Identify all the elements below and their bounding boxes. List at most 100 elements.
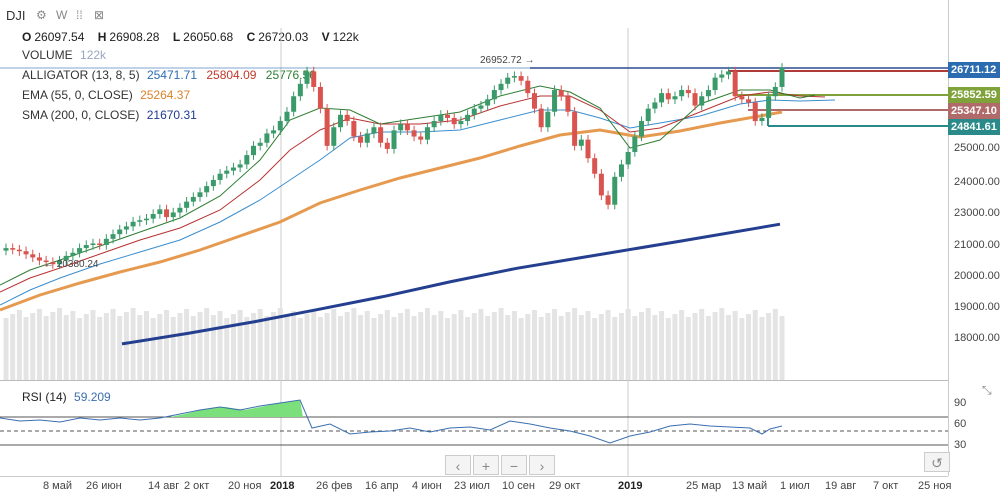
candle-body <box>291 96 297 112</box>
volume-bar <box>705 316 711 380</box>
interval-button[interactable]: W <box>56 8 68 22</box>
volume-bar <box>3 318 9 380</box>
ema-value: 25264.37 <box>140 88 191 102</box>
legend-alligator[interactable]: ALLIGATOR (13, 8, 5) 25471.71 25804.09 2… <box>22 68 316 82</box>
y-tick-label: 18000.00 <box>954 332 1000 344</box>
volume-bar <box>291 311 297 380</box>
candle-body <box>210 179 216 187</box>
rsi-line <box>0 399 783 444</box>
volume-bar <box>36 309 42 380</box>
scroll-right-button[interactable]: › <box>529 455 555 475</box>
volume-bar <box>746 314 752 380</box>
alligator-teeth-value: 25804.09 <box>206 68 257 82</box>
candle-body <box>525 80 531 94</box>
compare-icon[interactable]: ⊠ <box>94 8 105 22</box>
volume-bar <box>391 317 397 380</box>
candle-body <box>16 249 22 252</box>
candle-body <box>297 83 303 97</box>
candle-body <box>672 96 678 100</box>
volume-bar <box>478 309 484 380</box>
zoom-out-button[interactable]: − <box>501 455 527 475</box>
candle-body <box>632 136 638 153</box>
candle-body <box>585 139 591 159</box>
y-tick-label: 24000.00 <box>954 176 1000 188</box>
volume-bar <box>50 312 56 380</box>
legend-sma[interactable]: SMA (200, 0, CLOSE) 21670.31 <box>22 108 197 122</box>
volume-bar <box>679 310 685 380</box>
y-tick-label: 23000.00 <box>954 207 1000 219</box>
candle-body <box>63 255 69 261</box>
volume-bar <box>184 309 190 380</box>
y-tick-label: 25000.00 <box>954 142 1000 154</box>
legend-volume[interactable]: VOLUME 122k <box>22 48 106 62</box>
volume-bar <box>712 312 718 380</box>
volume-bar <box>732 311 738 380</box>
ema-line <box>0 110 783 312</box>
x-tick-label: 2018 <box>270 480 295 492</box>
volume-bar <box>625 309 631 380</box>
volume-bar <box>210 315 216 380</box>
zoom-in-button[interactable]: + <box>473 455 499 475</box>
volume-bar <box>552 309 558 380</box>
scroll-left-button[interactable]: ‹ <box>445 455 471 475</box>
volume-bar <box>237 310 243 380</box>
candle-body <box>244 155 250 165</box>
x-tick-label: 25 мар <box>686 480 722 492</box>
x-tick-label: 26 фев <box>316 480 353 492</box>
candle-body <box>558 90 564 97</box>
rsi-tick-label: 90 <box>954 397 967 409</box>
candle-body <box>257 142 263 146</box>
candle-body <box>712 77 718 91</box>
candle-body <box>732 71 738 97</box>
candle-body <box>284 111 290 122</box>
candle-body <box>578 139 584 146</box>
candle-body <box>445 114 451 118</box>
candle-body <box>752 102 758 122</box>
dots-icon[interactable]: ⁞⁞ <box>76 8 83 22</box>
candle-body <box>36 257 42 261</box>
volume-bar <box>97 317 103 380</box>
rsi-legend[interactable]: RSI (14) 59.209 <box>22 390 111 404</box>
volume-bar <box>612 317 618 380</box>
volume-bar <box>164 310 170 380</box>
candle-body <box>150 214 156 219</box>
x-tick-label: 14 авг <box>148 480 180 492</box>
x-tick-label: 2019 <box>618 480 643 492</box>
reset-icon[interactable]: ↺ <box>924 452 950 472</box>
volume-bar <box>398 313 404 380</box>
collapse-icon[interactable]: ⤡ <box>982 383 992 397</box>
volume-bar <box>605 310 611 380</box>
volume-bar <box>364 311 370 380</box>
volume-bar <box>465 317 471 380</box>
volume-bar <box>639 312 645 380</box>
volume-bar <box>585 311 591 380</box>
volume-bar <box>451 314 457 380</box>
candle-body <box>384 142 390 149</box>
gear-icon[interactable]: ⚙ <box>36 8 47 22</box>
candle-body <box>458 121 464 125</box>
x-tick-label: 19 авг <box>825 480 857 492</box>
volume-label: V <box>321 30 330 44</box>
volume-bar <box>77 318 83 380</box>
candle-body <box>719 74 725 78</box>
candle-body <box>23 251 29 255</box>
candle-body <box>83 245 89 249</box>
symbol-label[interactable]: DJI <box>6 8 26 23</box>
volume-bar <box>652 315 658 380</box>
legend-ema[interactable]: EMA (55, 0, CLOSE) 25264.37 <box>22 88 190 102</box>
x-tick-label: 20 ноя <box>228 480 262 492</box>
volume-bar <box>264 316 270 380</box>
volume-bar <box>10 314 16 380</box>
rsi-tick-label: 60 <box>954 418 967 430</box>
volume-bar <box>545 313 551 380</box>
candle-body <box>123 226 129 230</box>
volume-bar <box>384 310 390 380</box>
volume-bar <box>692 313 698 380</box>
candle-body <box>230 167 236 171</box>
candle-body <box>424 127 430 140</box>
candle-body <box>130 221 136 227</box>
volume-bar <box>224 318 230 380</box>
volume-bar <box>772 309 778 380</box>
volume-bar <box>371 318 377 380</box>
